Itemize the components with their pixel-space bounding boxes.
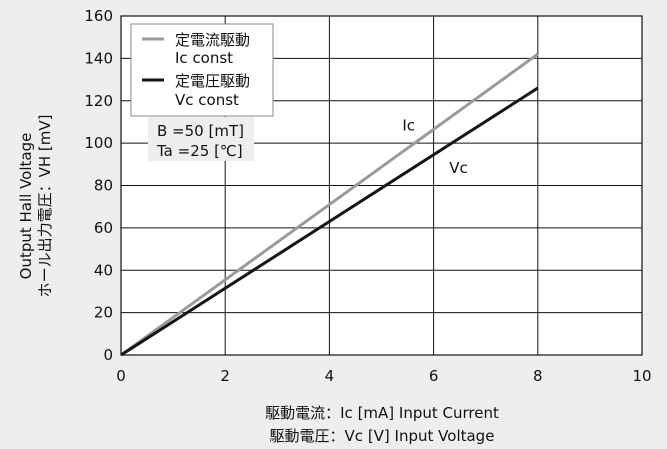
condition-temperature: Ta =25 [℃]: [156, 142, 243, 160]
legend-label-constant-current: 定電流駆動: [175, 31, 250, 49]
legend-sublabel-constant-voltage: Vc const: [175, 91, 239, 109]
plot-frame: [120, 15, 643, 356]
conditions-backdrop: [148, 117, 254, 161]
series-line-constant-current: [120, 52, 539, 357]
y-tick-label: 140: [84, 49, 113, 67]
x-axis-label-current: 駆動電流：Ic [mA] Input Current: [265, 404, 499, 422]
y-tick-label: 60: [94, 219, 113, 237]
tick-labels: 0 20 40 60 80 100 120 140 160 0 2 4 6 8 10: [84, 7, 651, 385]
x-tick-label: 2: [220, 367, 230, 385]
x-tick-label: 8: [533, 367, 543, 385]
measurement-conditions: B =50 [mT] Ta =25 [℃]: [148, 117, 254, 161]
y-tick-label: 80: [94, 177, 113, 195]
x-tick-label: 4: [325, 367, 335, 385]
y-tick-label: 0: [103, 346, 113, 364]
series-lines: [120, 52, 539, 357]
y-tick-label: 100: [84, 134, 113, 152]
axes: [120, 15, 643, 356]
y-tick-label: 120: [84, 92, 113, 110]
legend-label-constant-voltage: 定電圧駆動: [175, 72, 250, 90]
x-tick-label: 10: [632, 367, 651, 385]
axis-labels: 駆動電流：Ic [mA] Input Current 駆動電圧：Vc [V] I…: [17, 115, 499, 445]
legend-sublabel-constant-current: Ic const: [175, 49, 233, 67]
y-tick-label: 160: [84, 7, 113, 25]
series-line-constant-voltage: [120, 86, 539, 357]
x-axis-label-voltage: 駆動電圧：Vc [V] Input Voltage: [270, 427, 495, 445]
y-axis-label-english: Output Hall Voltage: [17, 133, 35, 280]
series-annotations: Ic Vc: [402, 116, 467, 176]
series-annotation-ic: Ic: [402, 116, 415, 134]
y-tick-label: 40: [94, 261, 113, 279]
x-tick-label: 0: [116, 367, 126, 385]
legend: 定電流駆動 Ic const 定電圧駆動 Vc const: [130, 23, 274, 117]
series-annotation-vc: Vc: [449, 159, 468, 177]
y-tick-label: 20: [94, 304, 113, 322]
x-tick-label: 6: [429, 367, 439, 385]
y-axis-label-japanese: ホール出力電圧：VH [mV]: [36, 115, 54, 298]
condition-magnetic-field: B =50 [mT]: [157, 122, 244, 140]
